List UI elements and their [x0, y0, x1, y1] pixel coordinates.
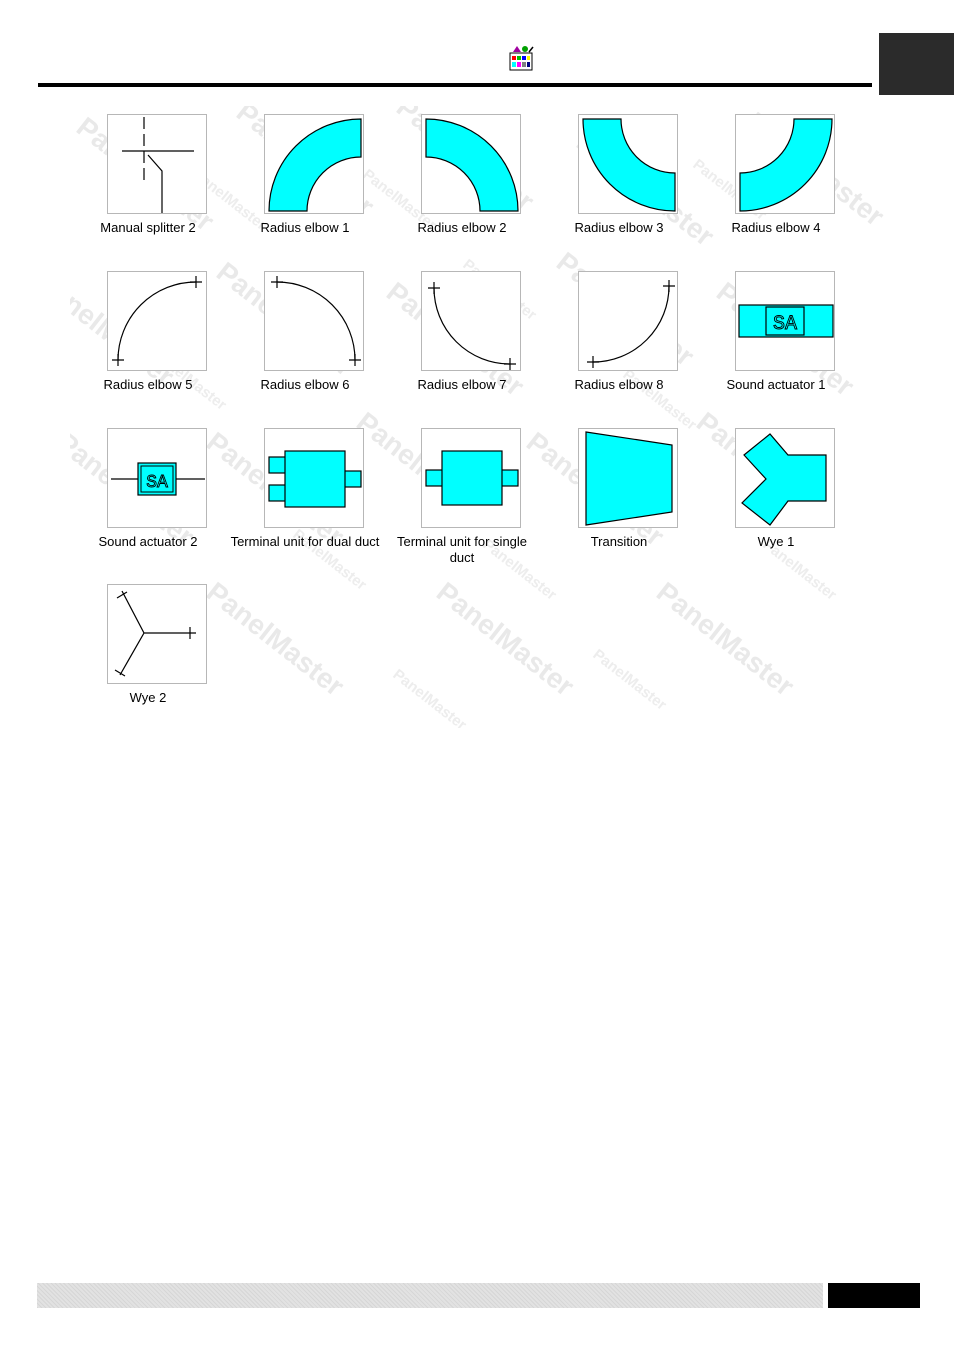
page-number-block — [828, 1283, 920, 1308]
shape-item-label: Radius elbow 4 — [731, 220, 821, 235]
shape-item-label: Manual splitter 2 — [100, 220, 196, 235]
header-rule — [38, 83, 872, 87]
wye-2-icon — [107, 584, 207, 684]
shape-item-label: Radius elbow 8 — [574, 377, 664, 392]
radius-elbow-3-icon — [578, 114, 678, 214]
radius-elbow-4-icon — [735, 114, 835, 214]
shape-item-label: Radius elbow 2 — [417, 220, 507, 235]
shape-item-label: Wye 1 — [757, 534, 795, 549]
watermark-text: PanelMaster — [650, 576, 800, 702]
radius-elbow-2-icon — [421, 114, 521, 214]
sound-actuator-text: SA — [773, 313, 797, 336]
footer-band — [37, 1283, 823, 1308]
shape-item-label: Transition — [590, 534, 648, 549]
manual-splitter-2-icon — [107, 114, 207, 214]
shape-item-label: Wye 2 — [129, 690, 167, 705]
watermark-text: PanelMaster — [389, 666, 470, 728]
shape-item-label: Sound actuator 2 — [98, 534, 198, 549]
sound-actuator-2-icon: SA — [107, 428, 207, 528]
radius-elbow-6-icon — [264, 271, 364, 371]
radius-elbow-5-icon — [107, 271, 207, 371]
sound-actuator-1-icon: SA — [735, 271, 835, 371]
toolbox-palette-icon — [507, 44, 535, 72]
shape-item-label: Terminal unit for dual duct — [230, 534, 380, 549]
shape-item-label: Terminal unit for single duct — [396, 534, 528, 565]
transition-icon — [578, 428, 678, 528]
watermark-text: PanelMaster — [589, 646, 670, 714]
radius-elbow-8-icon — [578, 271, 678, 371]
terminal-unit-single-duct-icon — [421, 428, 521, 528]
shape-item-label: Radius elbow 5 — [103, 377, 193, 392]
chapter-tab-block — [879, 33, 954, 95]
watermark-text: PanelMaster — [200, 576, 350, 702]
shape-item-label: Radius elbow 1 — [260, 220, 350, 235]
radius-elbow-1-icon — [264, 114, 364, 214]
watermark-text: PanelMaster — [430, 576, 580, 702]
sound-actuator-text: SA — [146, 473, 168, 493]
terminal-unit-dual-duct-icon — [264, 428, 364, 528]
shape-item-label: Radius elbow 3 — [574, 220, 664, 235]
shape-item-label: Radius elbow 6 — [260, 377, 350, 392]
shape-item-label: Sound actuator 1 — [726, 377, 826, 392]
shape-gallery: PanelMaster PanelMaster PanelMaster Pane… — [70, 106, 885, 728]
shape-item-label: Radius elbow 7 — [417, 377, 507, 392]
radius-elbow-7-icon — [421, 271, 521, 371]
wye-1-icon — [735, 428, 835, 528]
